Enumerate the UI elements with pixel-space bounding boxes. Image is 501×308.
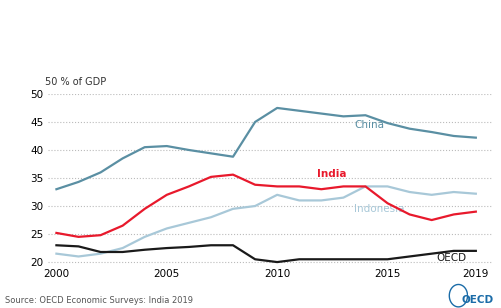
Text: China: China bbox=[354, 120, 384, 130]
Text: Gross fixed capital formation as a percentage of GDP, 2000-2019: Gross fixed capital formation as a perce… bbox=[68, 55, 386, 65]
Text: Source: OECD Economic Surveys: India 2019: Source: OECD Economic Surveys: India 201… bbox=[5, 296, 193, 305]
Text: India: India bbox=[317, 168, 346, 179]
Text: OECD: OECD bbox=[436, 253, 466, 263]
Text: Investment remains weak in India: Investment remains weak in India bbox=[68, 17, 321, 30]
Text: 50 % of GDP: 50 % of GDP bbox=[46, 77, 107, 87]
Text: OECD: OECD bbox=[461, 295, 493, 305]
Text: Indonesia: Indonesia bbox=[354, 204, 405, 214]
